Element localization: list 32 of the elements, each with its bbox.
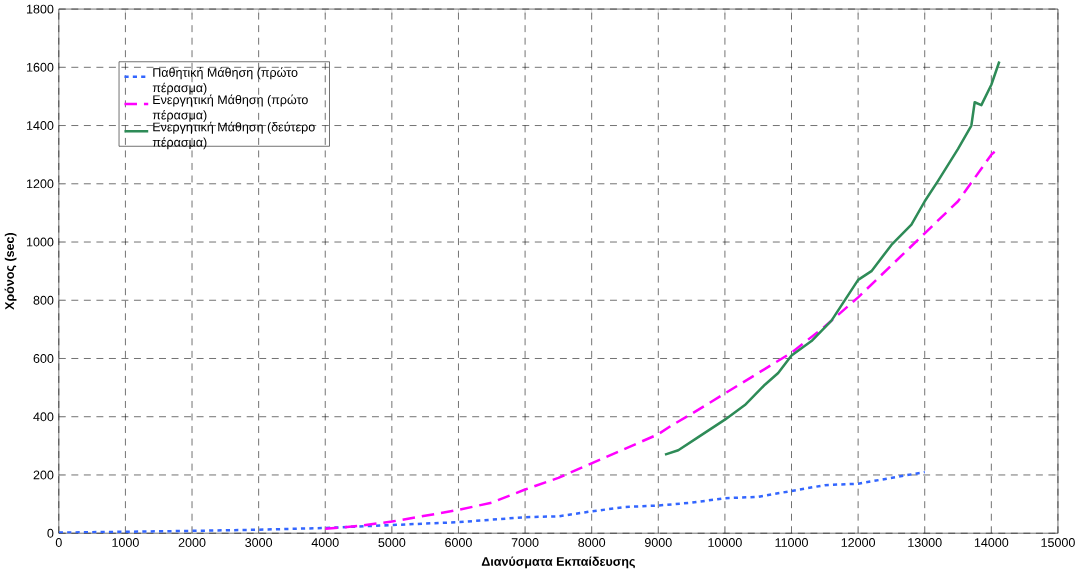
x-tick-label: 6000 <box>445 538 472 547</box>
legend-label: Ενεργητική Μάθηση (δεύτερο πέρασμα) <box>152 121 315 150</box>
x-tick-label: 14000 <box>974 538 1009 547</box>
x-tick-label: 15000 <box>1041 538 1075 547</box>
x-axis-title: Διανύσματα Εκπαίδευσης <box>481 556 635 569</box>
y-tick-label: 1200 <box>26 179 54 189</box>
y-tick-label: 600 <box>33 354 54 363</box>
y-tick-label: 1400 <box>26 121 54 130</box>
y-tick-label: 1000 <box>26 237 54 247</box>
y-tick-label: 400 <box>33 412 54 422</box>
y-axis-title: Χρόνος (sec) <box>4 232 17 310</box>
y-tick-label: 200 <box>33 470 54 480</box>
x-tick-label: 11000 <box>775 538 808 547</box>
x-tick-label: 10000 <box>708 538 742 547</box>
legend-label: Ενεργητική Μάθηση (πρώτο πέρασμα) <box>152 94 308 122</box>
y-tick-label: 800 <box>33 295 54 305</box>
y-tick-label: 1800 <box>26 4 54 14</box>
x-tick-label: 3000 <box>245 538 273 547</box>
x-tick-label: 2000 <box>178 538 206 547</box>
y-tick-label: 1600 <box>26 62 54 72</box>
x-tick-label: 12000 <box>841 538 876 547</box>
x-tick-label: 7000 <box>511 538 539 547</box>
x-tick-label: 4000 <box>311 538 339 547</box>
legend-label: Παθητική Μάθηση (πρώτο πέρασμα) <box>152 67 298 95</box>
x-tick-label: 9000 <box>644 538 672 547</box>
x-tick-label: 8000 <box>578 538 606 547</box>
line-series <box>663 60 1001 456</box>
y-tick-label: 0 <box>47 528 54 538</box>
x-tick-label: 5000 <box>378 538 406 547</box>
x-tick-label: 0 <box>55 538 62 547</box>
x-tick-label: 1000 <box>112 538 139 547</box>
x-tick-label: 13000 <box>908 538 942 547</box>
